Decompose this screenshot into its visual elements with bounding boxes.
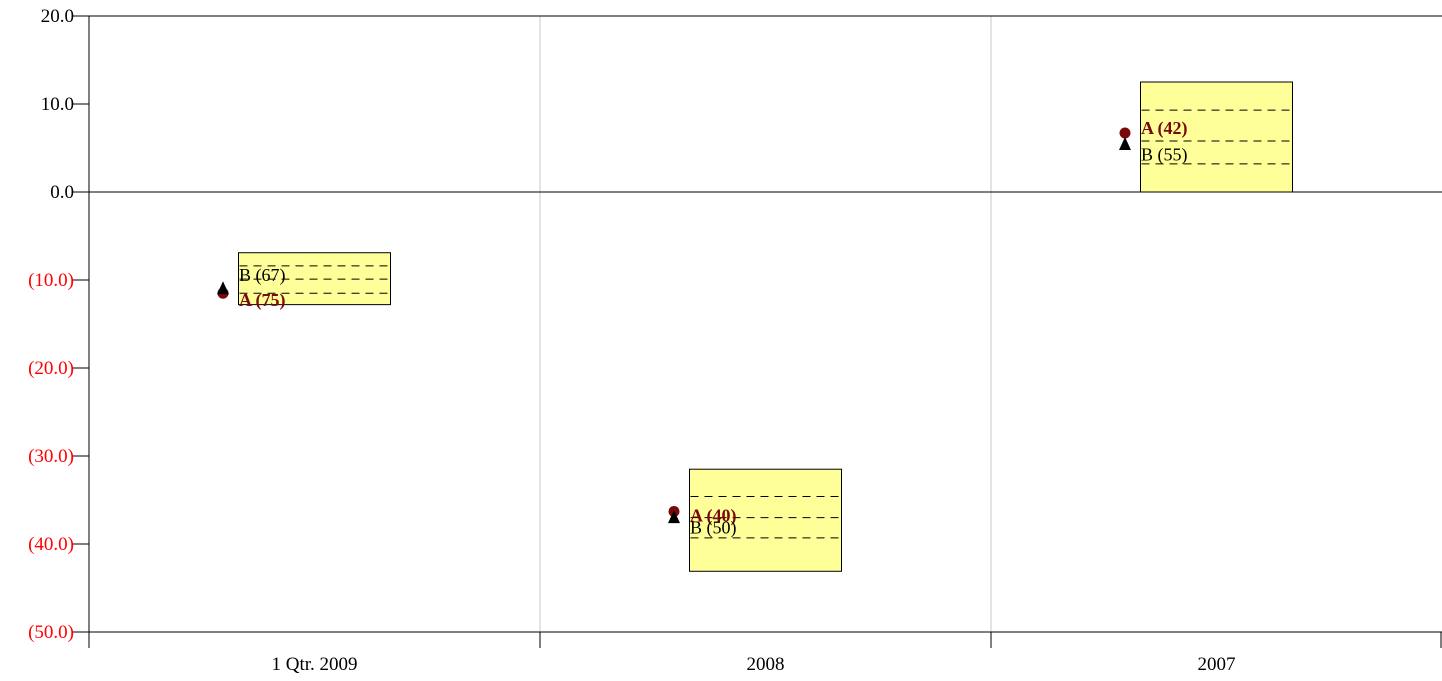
- y-tick-label: 20.0: [41, 6, 74, 27]
- marker-a: [1119, 127, 1131, 139]
- marker-b: [217, 281, 229, 295]
- point-label-b: B (50): [690, 518, 737, 539]
- y-tick-label: (20.0): [28, 358, 74, 379]
- y-tick-label: (30.0): [28, 446, 74, 467]
- point-label-a: A (40): [690, 505, 737, 526]
- x-category-label: 2008: [747, 654, 785, 675]
- y-tick-label: (40.0): [28, 534, 74, 555]
- point-label-b: B (67): [239, 265, 286, 286]
- marker-b: [668, 510, 680, 524]
- y-tick-label: 0.0: [50, 182, 74, 203]
- y-tick-label: (50.0): [28, 622, 74, 643]
- point-label-a: A (75): [239, 290, 286, 311]
- point-label-b: B (55): [1141, 144, 1188, 165]
- marker-b: [1119, 136, 1131, 150]
- range-box: [689, 468, 842, 572]
- range-box: [1140, 81, 1293, 193]
- y-tick-label: 10.0: [41, 94, 74, 115]
- x-category-label: 1 Qtr. 2009: [271, 654, 357, 675]
- x-category-label: 2007: [1198, 654, 1236, 675]
- y-tick-label: (10.0): [28, 270, 74, 291]
- point-label-a: A (42): [1141, 118, 1188, 139]
